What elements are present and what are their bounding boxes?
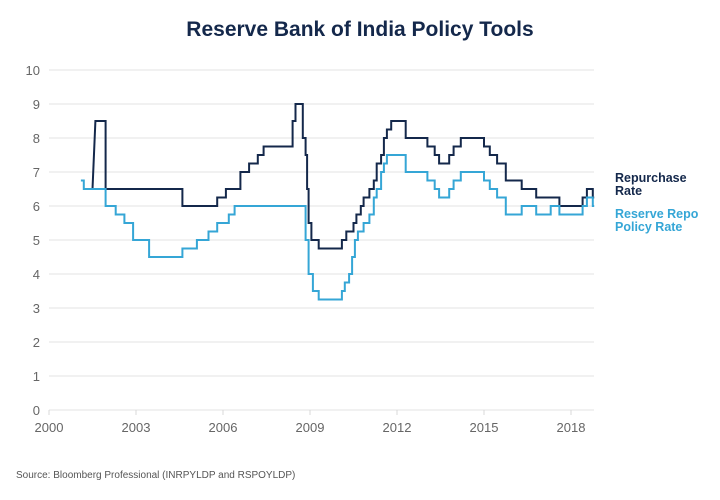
legend-label: Policy Rate xyxy=(615,220,683,234)
x-tick-label: 2006 xyxy=(209,420,238,435)
x-tick-label: 2018 xyxy=(557,420,586,435)
legend-reverse-repo-rate: Reserve Repo Policy Rate xyxy=(615,208,715,234)
x-tick-label: 2015 xyxy=(470,420,499,435)
y-tick-label: 3 xyxy=(33,301,40,316)
y-tick-label: 6 xyxy=(33,199,40,214)
x-tick-label: 2012 xyxy=(383,420,412,435)
y-tick-label: 7 xyxy=(33,165,40,180)
y-tick-label: 8 xyxy=(33,131,40,146)
x-axis-ticks: 2000 2003 2006 2009 2012 2015 2018 xyxy=(35,410,586,435)
y-tick-label: 9 xyxy=(33,97,40,112)
legend-label: Reserve Repo xyxy=(615,207,699,221)
legend-label: Rate xyxy=(615,184,643,198)
grid-lines xyxy=(49,69,594,411)
y-tick-label: 10 xyxy=(26,63,40,78)
legend-repurchase-rate: Repurchase Rate xyxy=(615,172,715,198)
chart-title: Reserve Bank of India Policy Tools xyxy=(186,18,534,41)
x-tick-label: 2003 xyxy=(122,420,151,435)
series-line-reverse-repo-rate xyxy=(80,154,595,301)
x-tick-label: 2009 xyxy=(296,420,325,435)
y-tick-label: 4 xyxy=(33,267,40,282)
x-tick-label: 2000 xyxy=(35,420,64,435)
y-tick-label: 0 xyxy=(33,403,40,418)
y-tick-label: 1 xyxy=(33,369,40,384)
y-axis-ticks: 0 1 2 3 4 5 6 7 8 9 10 xyxy=(26,63,40,418)
y-tick-label: 2 xyxy=(33,335,40,350)
legend-label: Repurchase xyxy=(615,171,687,185)
series-lines xyxy=(80,103,595,301)
y-tick-label: 5 xyxy=(33,233,40,248)
series-line-repurchase-rate xyxy=(91,103,595,250)
source-note: Source: Bloomberg Professional (INRPYLDP… xyxy=(16,470,296,481)
